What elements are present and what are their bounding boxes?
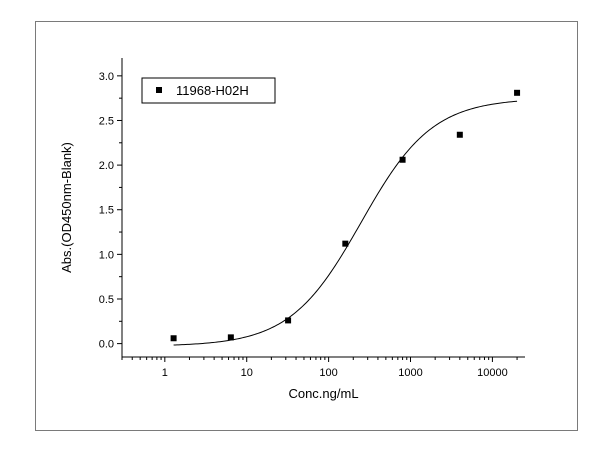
y-tick-label: 1.0 (99, 249, 114, 261)
legend-marker (156, 87, 162, 93)
x-tick-label: 1 (162, 367, 168, 379)
y-tick-label: 2.5 (99, 115, 114, 127)
y-tick-label: 0.5 (99, 294, 114, 306)
y-tick-label: 1.5 (99, 205, 114, 217)
data-point (456, 131, 463, 138)
x-tick-label: 1000 (398, 367, 422, 379)
data-point (514, 89, 521, 96)
data-point (285, 317, 292, 324)
y-tick-label: 0.0 (99, 339, 114, 351)
y-tick-label: 3.0 (99, 71, 114, 83)
data-point (399, 156, 406, 163)
x-tick-label: 10000 (477, 367, 508, 379)
x-axis-title: Conc.ng/mL (288, 386, 358, 401)
data-point (170, 335, 177, 342)
data-point (342, 240, 349, 247)
data-point (227, 334, 234, 341)
fit-curve (173, 100, 518, 346)
chart-frame: 0.0 0.5 1.0 1.5 2.0 2.5 3.0 1 10 100 1000 10000 Conc… (35, 21, 578, 431)
plot-area: 0.0 0.5 1.0 1.5 2.0 2.5 3.0 1 10 100 1000 10000 Conc… (59, 58, 525, 401)
y-axis-title: Abs.(OD450nm-Blank) (59, 142, 74, 273)
legend-label: 11968-H02H (176, 83, 249, 98)
legend-box (141, 77, 276, 104)
x-tick-label: 10 (241, 367, 253, 379)
x-tick-label: 100 (319, 367, 337, 379)
y-tick-label: 2.0 (99, 160, 114, 172)
